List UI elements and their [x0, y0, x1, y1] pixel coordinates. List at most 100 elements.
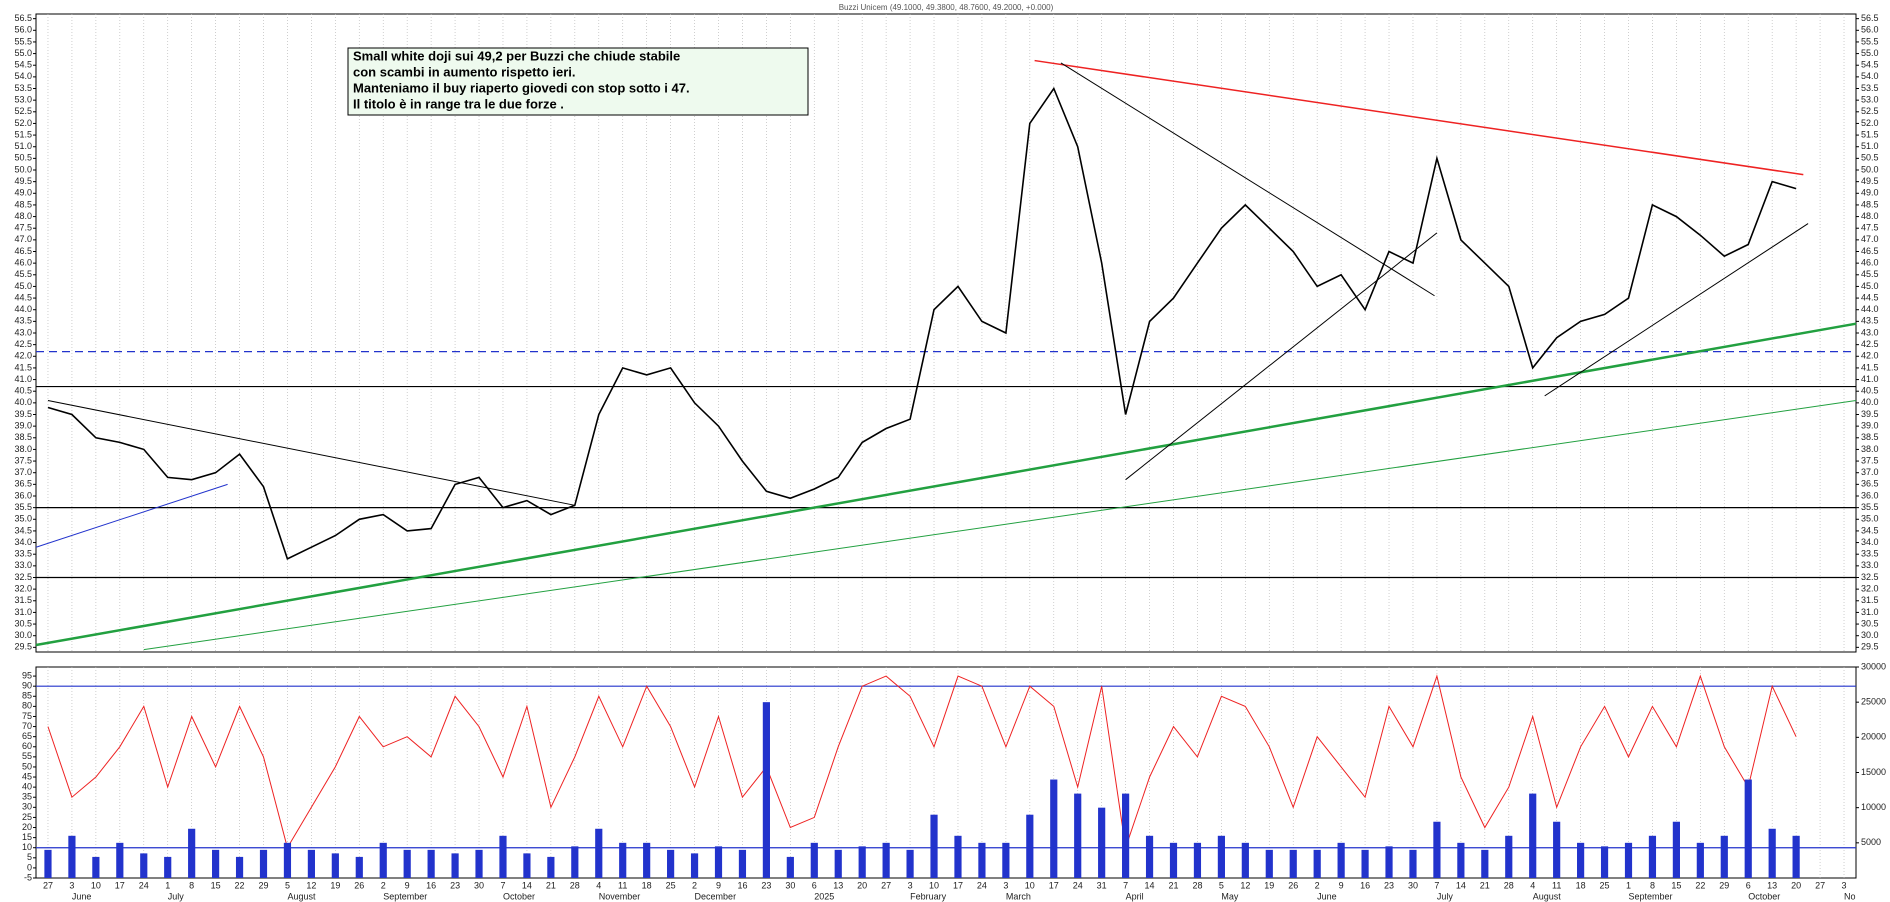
- chart-title: Buzzi Unicem (49.1000, 49.3800, 48.7600,…: [839, 3, 1054, 12]
- x-tick-label: 10: [929, 880, 939, 890]
- volume-bar: [1169, 842, 1178, 878]
- tick-label: 46.0: [1861, 258, 1879, 268]
- tick-label: 35.0: [1861, 514, 1879, 524]
- tick-label: 31.0: [1861, 607, 1879, 617]
- x-tick-label: 1: [1626, 880, 1631, 890]
- volume-bar: [1648, 835, 1657, 878]
- tick-label: 36.5: [1861, 479, 1879, 489]
- x-tick-label: 24: [977, 880, 987, 890]
- volume-bar: [571, 846, 579, 878]
- x-tick-label: 26: [354, 880, 364, 890]
- tick-label: 47.0: [1861, 234, 1879, 244]
- x-tick-label: 3: [1842, 880, 1847, 890]
- x-tick-label: 20: [1791, 880, 1801, 890]
- tick-label: 54.0: [1861, 71, 1879, 81]
- tick-label: 39.5: [14, 409, 32, 419]
- tick-label: 29.5: [14, 642, 32, 652]
- volume-bar: [1026, 814, 1034, 878]
- tick-label: 44.5: [14, 292, 32, 302]
- month-label: April: [1126, 891, 1144, 901]
- month-label: October: [1748, 891, 1780, 901]
- x-tick-label: 5: [1219, 880, 1224, 890]
- tick-label: 52.0: [1861, 118, 1879, 128]
- tick-label: 15: [22, 832, 32, 842]
- tick-label: 51.0: [14, 141, 32, 151]
- x-tick-label: 7: [1434, 880, 1439, 890]
- tick-label: 41.5: [1861, 362, 1879, 372]
- tick-label: 36.0: [14, 490, 32, 500]
- volume-bar: [714, 846, 723, 878]
- tick-label: 31.5: [14, 595, 32, 605]
- x-tick-label: 21: [1168, 880, 1178, 890]
- month-label: July: [1437, 891, 1454, 901]
- tick-label: 31.0: [14, 607, 32, 617]
- tick-label: 34.5: [1861, 525, 1879, 535]
- tick-label: 37.0: [14, 467, 32, 477]
- tick-label: 49.5: [1861, 176, 1879, 186]
- tick-label: 32.0: [14, 584, 32, 594]
- x-tick-label: 8: [1650, 880, 1655, 890]
- annotation-box: [347, 47, 809, 116]
- tick-label: 30: [22, 802, 32, 812]
- tick-label: 46.5: [1861, 246, 1879, 256]
- tick-label: 85: [22, 691, 32, 701]
- month-label: No: [1844, 891, 1856, 901]
- tick-label: 56.0: [14, 25, 32, 35]
- x-tick-label: 4: [596, 880, 601, 890]
- tick-label: 32.0: [1861, 584, 1879, 594]
- tick-label: 43.0: [1861, 327, 1879, 337]
- tick-label: 20000: [1861, 732, 1886, 742]
- tick-label: 56.0: [1861, 25, 1879, 35]
- tick-label: 41.0: [1861, 374, 1879, 384]
- tick-label: 65: [22, 731, 32, 741]
- tick-label: 45.5: [14, 269, 32, 279]
- x-tick-label: 18: [642, 880, 652, 890]
- tick-label: -5: [24, 872, 32, 882]
- tick-label: 50: [22, 761, 32, 771]
- x-tick-label: 23: [1384, 880, 1394, 890]
- tick-label: 36.5: [14, 479, 32, 489]
- tick-label: 41.5: [14, 362, 32, 372]
- volume-bar: [140, 853, 148, 878]
- tick-label: 33.0: [1861, 560, 1879, 570]
- volume-bar: [379, 842, 387, 878]
- tick-label: 45: [22, 771, 32, 781]
- tick-label: 55: [22, 751, 32, 761]
- volume-bar: [116, 842, 124, 878]
- tick-label: 33.0: [14, 560, 32, 570]
- volume-bar: [1529, 793, 1537, 878]
- volume-bar: [906, 849, 914, 878]
- volume-bar: [44, 849, 52, 878]
- tick-label: 42.5: [14, 339, 32, 349]
- tick-label: 34.0: [14, 537, 32, 547]
- tick-label: 45.0: [1861, 281, 1879, 291]
- volume-bar: [619, 842, 627, 878]
- tick-label: 15000: [1861, 767, 1886, 777]
- tick-label: 48.5: [14, 199, 32, 209]
- x-tick-label: 14: [522, 880, 532, 890]
- volume-bar: [1505, 835, 1513, 878]
- tick-label: 34.5: [14, 525, 32, 535]
- tick-label: 32.5: [1861, 572, 1879, 582]
- volume-bar: [1313, 849, 1321, 878]
- x-tick-label: 25: [1600, 880, 1610, 890]
- tick-label: 39.5: [1861, 409, 1879, 419]
- month-label: July: [168, 891, 185, 901]
- tick-label: 42.0: [1861, 351, 1879, 361]
- series-line: [47, 86, 1797, 561]
- annotation: Small white doji sui 49,2 per Buzzi che …: [347, 47, 809, 116]
- x-tick-label: 3: [69, 880, 74, 890]
- tick-label: 54.5: [1861, 60, 1879, 70]
- x-tick-label: 7: [1123, 880, 1128, 890]
- volume-bar: [355, 856, 363, 878]
- x-tick-label: 30: [474, 880, 484, 890]
- month-label: September: [1629, 891, 1673, 901]
- tick-label: 31.5: [1861, 595, 1879, 605]
- x-tick-label: 12: [306, 880, 316, 890]
- tick-label: 40.0: [14, 397, 32, 407]
- month-label: December: [695, 891, 737, 901]
- volume-bar: [475, 849, 483, 878]
- x-tick-label: 12: [1240, 880, 1250, 890]
- volume-bar: [451, 853, 459, 878]
- tick-label: 52.0: [14, 118, 32, 128]
